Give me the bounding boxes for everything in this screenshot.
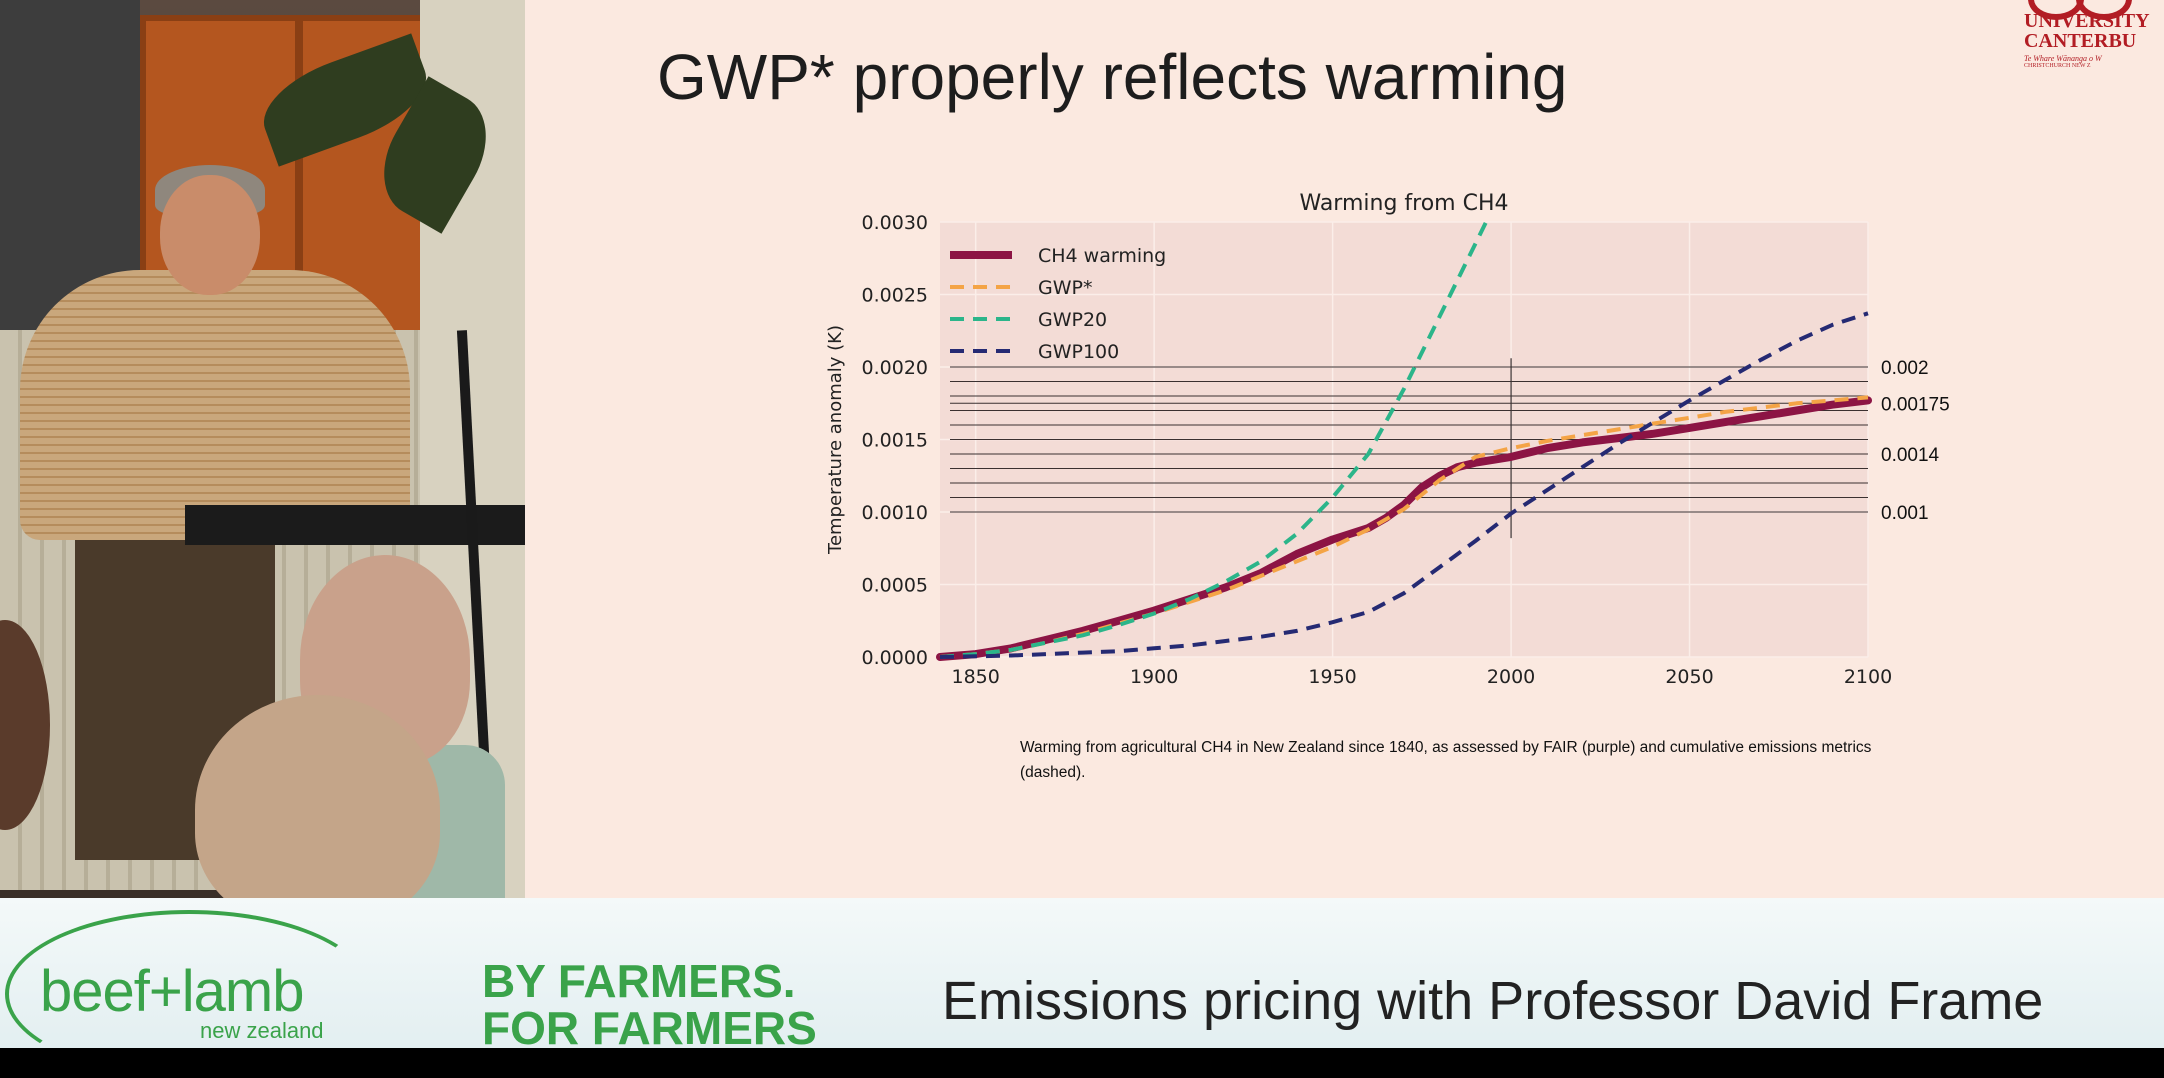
logo-line-3: Te Whare Wānanga o W	[2024, 54, 2102, 63]
y-tick-label: 0.0000	[862, 647, 928, 669]
x-tick-label: 2050	[1665, 666, 1713, 688]
legend-label: CH4 warming	[1038, 245, 1166, 267]
wood-panel-divider	[295, 15, 303, 335]
legend-label: GWP*	[1038, 277, 1092, 299]
y-tick-label: 0.0020	[862, 357, 928, 379]
slide-title: GWP* properly reflects warming	[657, 41, 1568, 113]
legend-label: GWP100	[1038, 341, 1119, 363]
y-axis-label: Temperature anomaly (K)	[825, 325, 846, 555]
reference-label: 0.001	[1881, 503, 1929, 524]
logo-line-1: UNIVERSITY	[2024, 10, 2150, 32]
series-line-gwp	[939, 395, 1869, 659]
chart-title: Warming from CH4	[1299, 191, 1508, 216]
speaker-head	[160, 175, 260, 295]
slogan-line-1: BY FARMERS.	[482, 955, 796, 1007]
series-line-gwp100	[939, 311, 1869, 659]
reference-label: 0.00175	[1881, 394, 1950, 415]
x-tick-label: 1850	[952, 666, 1000, 688]
y-tick-label: 0.0025	[862, 285, 928, 307]
y-tick-label: 0.0015	[862, 430, 928, 452]
speaker-video	[0, 0, 525, 898]
x-tick-label: 2100	[1844, 666, 1892, 688]
reference-label: 0.002	[1881, 358, 1929, 379]
x-tick-label: 1950	[1308, 666, 1356, 688]
y-tick-label: 0.0005	[862, 575, 928, 597]
slogan-line-2: FOR FARMERS	[482, 1002, 817, 1054]
logo-line-2: CANTERBU	[2024, 30, 2137, 52]
x-tick-label: 2000	[1487, 666, 1535, 688]
series-line-ch4-warming	[936, 396, 1872, 661]
video-title: Emissions pricing with Professor David F…	[942, 971, 2044, 1031]
chart-caption: Warming from agricultural CH4 in New Zea…	[1020, 739, 1872, 781]
series-line-gwp20	[939, 221, 1488, 659]
logo-line-4: CHRISTCHURCH NEW Z	[2024, 63, 2091, 69]
speaker-shirt	[20, 270, 410, 540]
legend-label: GWP20	[1038, 309, 1107, 331]
brand-arc	[5, 910, 373, 1078]
warming-chart: 0.002 0.00175 0.0014 0.001 1850 1900 1950 2000 2…	[825, 191, 1950, 688]
university-logo: UNIVERSITY CANTERBU Te Whare Wānanga o W…	[2024, 0, 2164, 80]
y-tick-label: 0.0030	[862, 212, 928, 234]
audience-member	[195, 695, 440, 898]
brand-subtitle: new zealand	[200, 1018, 324, 1043]
presentation-slide: GWP* properly reflects warming UNIVERSIT…	[525, 0, 2164, 898]
y-tick-label: 0.0010	[862, 502, 928, 524]
bottom-banner: beef+lamb new zealand BY FARMERS. FOR FA…	[0, 898, 2164, 1078]
x-tick-label: 1900	[1130, 666, 1178, 688]
reference-label: 0.0014	[1881, 445, 1940, 466]
brand-logo: beef+lamb	[40, 959, 304, 1024]
